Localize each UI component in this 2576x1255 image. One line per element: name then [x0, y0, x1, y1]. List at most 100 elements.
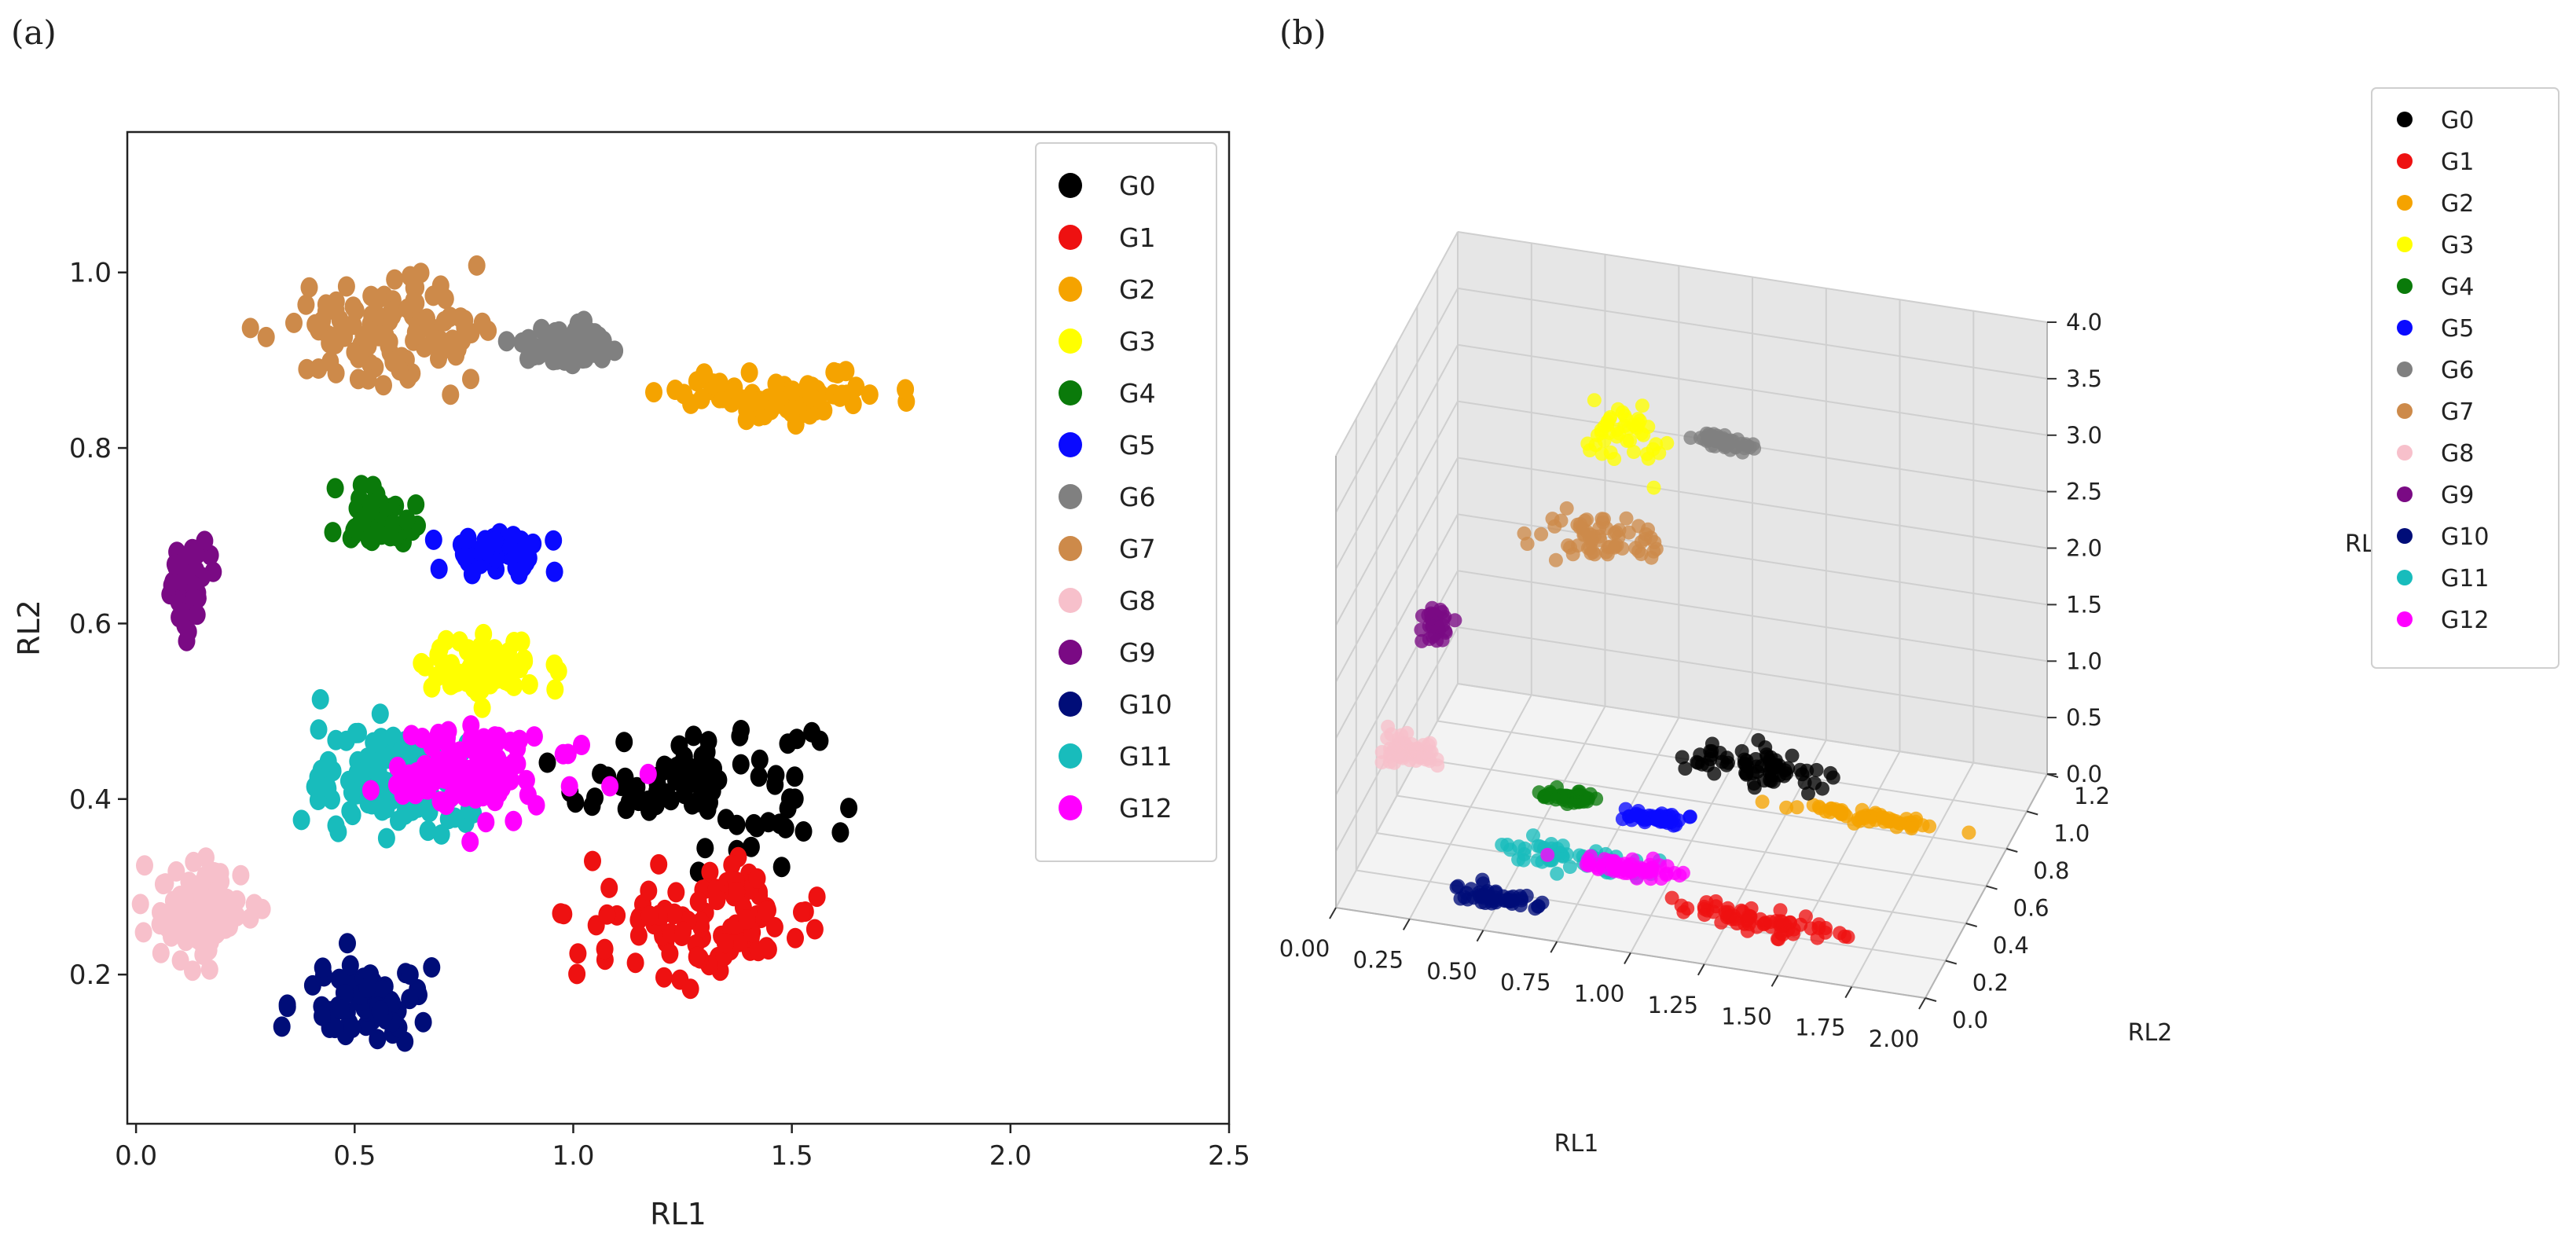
z3d-tick-label: 1.0 — [2066, 648, 2102, 674]
point-g0 — [728, 814, 746, 835]
point-g11 — [329, 821, 347, 842]
point-g2 — [861, 384, 879, 405]
point3d-g3 — [1588, 438, 1603, 453]
point-g7 — [321, 351, 339, 372]
point-g4 — [326, 478, 344, 499]
point-g4 — [362, 526, 380, 547]
point3d-g7 — [1615, 541, 1630, 556]
point-g12 — [488, 732, 505, 753]
point-g1 — [650, 853, 668, 875]
point3d-g10 — [1475, 872, 1490, 887]
legend-box-3d — [2371, 87, 2559, 669]
y3d-tick-label: 1.0 — [2053, 820, 2090, 847]
legend3d-marker-g9 — [2397, 486, 2413, 502]
legend-label-g11: G11 — [1119, 741, 1172, 772]
point-g11 — [348, 762, 366, 783]
y3d-tick-label: 0.8 — [2033, 857, 2069, 884]
point3d-g7 — [1534, 527, 1549, 541]
point-g11 — [343, 782, 361, 803]
point3d-g0 — [1678, 761, 1693, 776]
point-g0 — [786, 766, 804, 787]
y3d-tick-mark — [1945, 960, 1958, 965]
point3d-g7 — [1649, 541, 1664, 556]
point-g1 — [661, 943, 679, 964]
y3d-tick-label: 0.4 — [1993, 932, 2029, 959]
point3d-g1 — [1706, 905, 1721, 919]
point-g6 — [576, 347, 594, 369]
point-g5 — [545, 561, 563, 582]
point-g0 — [648, 780, 666, 802]
point-g8 — [176, 889, 194, 910]
point-g11 — [432, 824, 450, 845]
point-g0 — [781, 788, 798, 809]
point-g1 — [723, 854, 741, 875]
point-g2 — [767, 373, 785, 394]
point3d-g4 — [1589, 791, 1604, 806]
point3d-g6 — [1739, 439, 1754, 453]
y-axis-ticks-2d: 0.2 0.4 0.6 0.8 1.0 — [69, 258, 127, 991]
point-g1 — [569, 943, 587, 964]
point-g7 — [347, 300, 365, 321]
point-g12 — [431, 791, 450, 812]
point-g0 — [747, 816, 765, 838]
point3d-g1 — [1810, 930, 1825, 945]
legend-marker-g9 — [1059, 640, 1082, 665]
chart-2d: 0.0 0.5 1.0 1.5 2.0 2.5 0.2 0.4 0.6 0.8 1.0 RL1 R… — [12, 130, 1250, 1231]
point-g1 — [667, 882, 685, 903]
point-g2 — [833, 384, 851, 405]
point-g10 — [358, 978, 376, 998]
point-g12 — [573, 735, 590, 755]
legend3d-marker-g12 — [2397, 611, 2413, 627]
point-g7 — [354, 325, 372, 347]
point-g8 — [196, 905, 215, 927]
point-g7 — [407, 292, 425, 314]
y-tick-label: 0.2 — [69, 960, 112, 991]
point-g1 — [716, 933, 734, 954]
point3d-g7 — [1576, 527, 1591, 542]
point3d-g2 — [1922, 819, 1937, 834]
legend3d-label-g12: G12 — [2441, 607, 2489, 634]
legend-label-g2: G2 — [1119, 274, 1156, 305]
point-g11 — [358, 747, 376, 769]
legend3d-label-g10: G10 — [2441, 523, 2489, 551]
point-g7 — [375, 375, 392, 396]
point-g6 — [497, 331, 516, 352]
point3d-g5 — [1638, 815, 1653, 830]
point-g1 — [655, 967, 673, 988]
point-g11 — [319, 750, 337, 772]
point3d-g12 — [1609, 859, 1624, 874]
point-g6 — [563, 325, 582, 347]
point3d-g1 — [1773, 903, 1788, 918]
grid-line — [1335, 288, 1459, 513]
chart-3d: 0.00 0.25 0.50 0.75 1.00 1.25 1.50 1.75 2.00 0.0 0… — [1279, 87, 2559, 1158]
point-g1 — [730, 931, 748, 952]
point-g0 — [538, 752, 556, 773]
point-g9 — [177, 564, 195, 585]
legend3d-marker-g6 — [2397, 361, 2413, 377]
x3d-tick-label: 2.00 — [1869, 1026, 1920, 1052]
point3d-g5 — [1618, 802, 1633, 816]
point-g10 — [401, 964, 419, 985]
point-g12 — [361, 780, 380, 801]
x3d-tick-label: 1.75 — [1795, 1015, 1846, 1041]
point3d-g10 — [1535, 895, 1550, 910]
point-g0 — [742, 836, 760, 857]
point-g0 — [750, 766, 768, 787]
x3d-tick-mark — [1402, 918, 1411, 930]
x3d-tick-mark — [1844, 986, 1853, 999]
point3d-g0 — [1739, 767, 1754, 782]
point3d-g3 — [1649, 437, 1664, 452]
grid-line — [1457, 231, 2048, 323]
point3d-g9 — [1415, 633, 1429, 648]
point-g1 — [555, 904, 573, 925]
z3d-tick-label: 2.5 — [2066, 479, 2102, 505]
point3d-g3 — [1623, 433, 1637, 448]
point-g3 — [497, 670, 515, 691]
point-g10 — [314, 1005, 331, 1026]
grid-line — [1457, 570, 2048, 662]
point-g4 — [352, 475, 370, 496]
point-g12 — [517, 769, 535, 791]
z3d-tick-label: 2.0 — [2066, 535, 2102, 562]
point-g0 — [840, 798, 858, 819]
